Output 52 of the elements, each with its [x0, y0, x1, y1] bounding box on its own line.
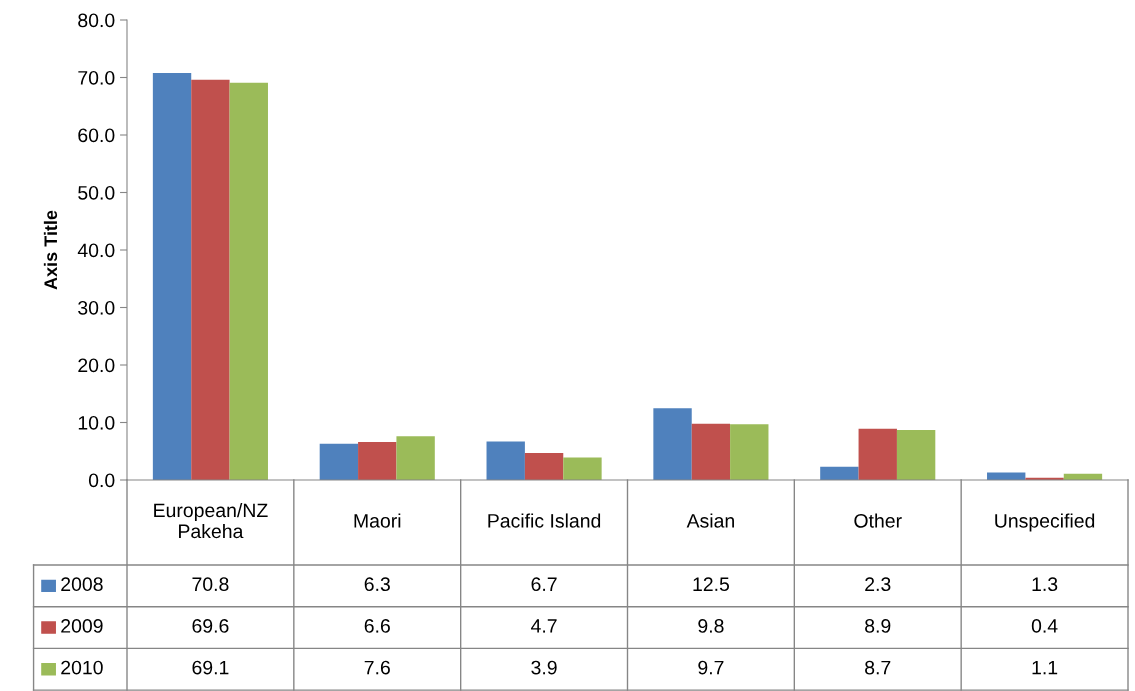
- bar: [524, 452, 564, 480]
- data-label: 0.4: [1031, 619, 1058, 633]
- bar: [396, 436, 435, 480]
- data-label: 69.1: [192, 660, 229, 675]
- bar: [563, 457, 602, 480]
- bar: [229, 82, 268, 480]
- bar: [358, 442, 397, 480]
- bar: [486, 441, 525, 480]
- data-label: 9.8: [698, 619, 724, 633]
- data-label: 9.7: [698, 660, 724, 675]
- data-label: 6.7: [531, 577, 557, 592]
- y-tick-label: 40.0: [77, 243, 115, 258]
- data-label: 1.3: [1032, 577, 1058, 592]
- bar: [691, 423, 731, 480]
- x-tick-label: Maori: [354, 513, 401, 528]
- data-label: 69.6: [192, 619, 229, 633]
- y-tick-label: 70.0: [78, 70, 115, 85]
- y-tick-label: 10.0: [78, 415, 115, 430]
- legend-label: 2010: [61, 660, 103, 675]
- data-label: 12.5: [693, 577, 730, 592]
- y-tick-label: 50.0: [78, 185, 115, 200]
- y-tick-label: 80.0: [78, 13, 115, 28]
- data-label: 7.6: [364, 660, 390, 675]
- x-tick-label: Other: [854, 513, 902, 528]
- bar: [152, 72, 192, 480]
- x-tick-label: European/NZ Pakeha: [154, 502, 268, 539]
- legend-label: 2009: [61, 619, 103, 633]
- x-tick-label: Pacific Island: [488, 513, 601, 528]
- x-tick-label: Asian: [686, 513, 734, 528]
- data-label: 70.8: [192, 577, 229, 592]
- bar: [730, 424, 769, 480]
- legend-label: 2008: [61, 577, 103, 592]
- data-label: 3.9: [531, 660, 557, 675]
- y-tick-label: 60.0: [78, 128, 115, 143]
- y-tick-label: 0.0: [88, 473, 115, 488]
- data-label: 1.1: [1032, 660, 1058, 675]
- data-label: 8.9: [865, 619, 891, 633]
- bar: [896, 429, 936, 480]
- bar: [191, 79, 230, 480]
- bar: [653, 408, 692, 480]
- bar: [858, 428, 897, 480]
- data-label: 2.3: [865, 577, 891, 592]
- bar: [820, 466, 859, 480]
- y-tick-label: 30.0: [78, 300, 115, 315]
- bar: [319, 443, 359, 480]
- y-axis-title: Axis Title: [43, 210, 58, 290]
- data-label: 4.7: [531, 619, 557, 633]
- data-label: 6.3: [364, 577, 390, 592]
- data-label: 8.7: [865, 660, 891, 675]
- x-tick-label: Unspecified: [995, 513, 1095, 532]
- y-tick-label: 20.0: [78, 358, 115, 373]
- data-label: 6.6: [364, 619, 390, 633]
